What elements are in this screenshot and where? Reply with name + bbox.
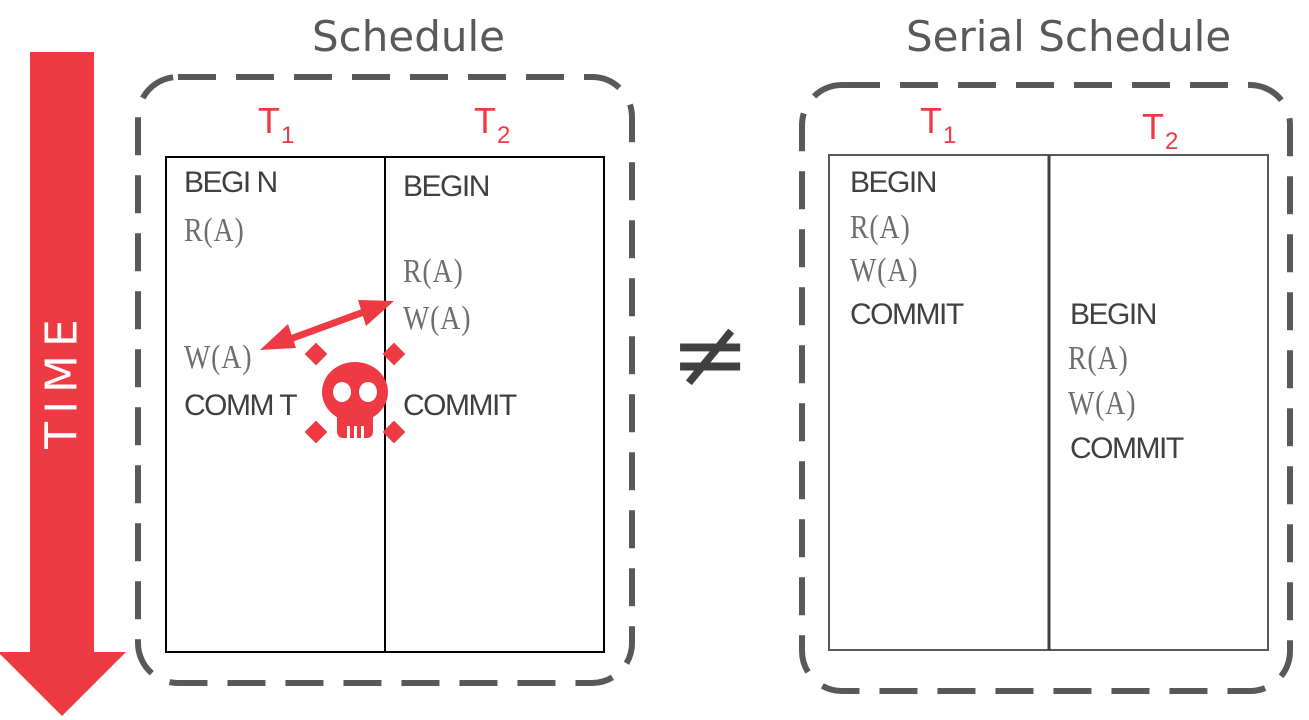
- not-equal-symbol: ≠: [670, 298, 751, 410]
- schedule-t1-read: R(A): [184, 212, 245, 249]
- schedule-t2-begin: BEGIN: [403, 170, 490, 203]
- serial-t2-header: T2: [1142, 106, 1179, 155]
- serial-schedule-dashed-frame: [799, 82, 1293, 694]
- serial-t1-commit: COMMIT: [850, 298, 964, 331]
- skull-crossbones-icon: [304, 342, 406, 444]
- schedule-t2-header: T2: [474, 100, 511, 149]
- schedule-title: Schedule: [312, 12, 505, 61]
- serial-schedule-title: Serial Schedule: [906, 12, 1232, 61]
- serial-t2-begin: BEGIN: [1070, 298, 1157, 331]
- serial-t1-begin: BEGIN: [850, 166, 937, 199]
- serial-t1-read: R(A): [850, 209, 911, 246]
- serial-t1-header: T1: [920, 100, 957, 149]
- schedule-t2-commit: COMMIT: [403, 389, 517, 422]
- serial-t1-write: W(A): [850, 252, 919, 289]
- schedule-t1-begin: BEGI N: [184, 166, 278, 199]
- schedule-t1-write: W(A): [184, 339, 253, 376]
- schedule-t2-read: R(A): [403, 253, 464, 290]
- conflict-double-arrow: [260, 300, 394, 350]
- time-arrow: [0, 52, 126, 716]
- serial-t2-write: W(A): [1068, 385, 1137, 422]
- schedule-dashed-frame: [135, 74, 635, 686]
- serial-t2-read: R(A): [1068, 340, 1129, 377]
- schedule-t1-header: T1: [258, 100, 295, 149]
- schedule-t1-commit: COMM T: [184, 389, 298, 422]
- serial-t2-commit: COMMIT: [1070, 432, 1184, 465]
- schedule-t2-write: W(A): [403, 300, 472, 337]
